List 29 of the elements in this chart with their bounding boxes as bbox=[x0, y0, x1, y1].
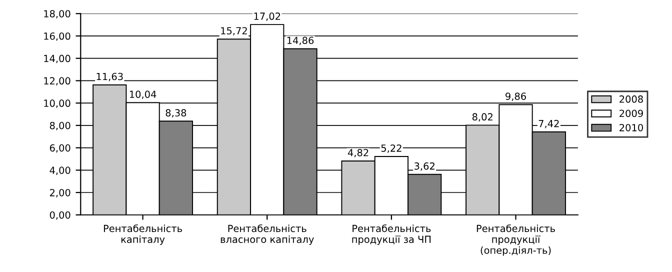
data-label: 8,38 bbox=[166, 109, 186, 118]
data-label: 7,42 bbox=[538, 120, 559, 128]
y-tick-label: 12,00 bbox=[44, 77, 70, 86]
y-tick-label: 8,00 bbox=[50, 122, 70, 130]
data-label: 15,72 bbox=[221, 27, 247, 36]
data-label: 14,86 bbox=[287, 36, 314, 46]
y-tick-label: 0,00 bbox=[50, 211, 70, 220]
legend-label: 2008 bbox=[620, 95, 643, 103]
y-tick-label: 10,00 bbox=[44, 100, 70, 108]
legend-label: 2009 bbox=[620, 110, 643, 118]
y-tick-label: 14,00 bbox=[44, 54, 70, 64]
x-tick-label: Рентабельність капіталу bbox=[104, 224, 182, 245]
data-label: 17,02 bbox=[254, 12, 280, 21]
data-label: 8,02 bbox=[472, 113, 492, 122]
x-tick-label: Рентабельність продукції (опер.діял-ть) bbox=[476, 224, 555, 256]
x-tick-label: Рентабельність продукції за ЧП bbox=[352, 224, 431, 245]
y-tick-label: 6,00 bbox=[50, 144, 70, 153]
data-label: 5,22 bbox=[381, 144, 402, 153]
data-label: 9,86 bbox=[506, 92, 526, 101]
y-tick-label: 4,00 bbox=[50, 166, 70, 175]
data-label: 10,04 bbox=[130, 90, 156, 99]
y-tick-label: 16,00 bbox=[44, 32, 70, 41]
x-tick-label: Рентабельність власного капіталу bbox=[220, 224, 314, 245]
y-tick-label: 18,00 bbox=[44, 10, 70, 18]
data-label: 3,62 bbox=[414, 162, 434, 171]
data-label: 4,82 bbox=[348, 148, 368, 158]
legend-label: 2010 bbox=[620, 124, 643, 132]
y-tick-label: 2,00 bbox=[50, 188, 70, 198]
data-label: 11,63 bbox=[96, 72, 123, 82]
